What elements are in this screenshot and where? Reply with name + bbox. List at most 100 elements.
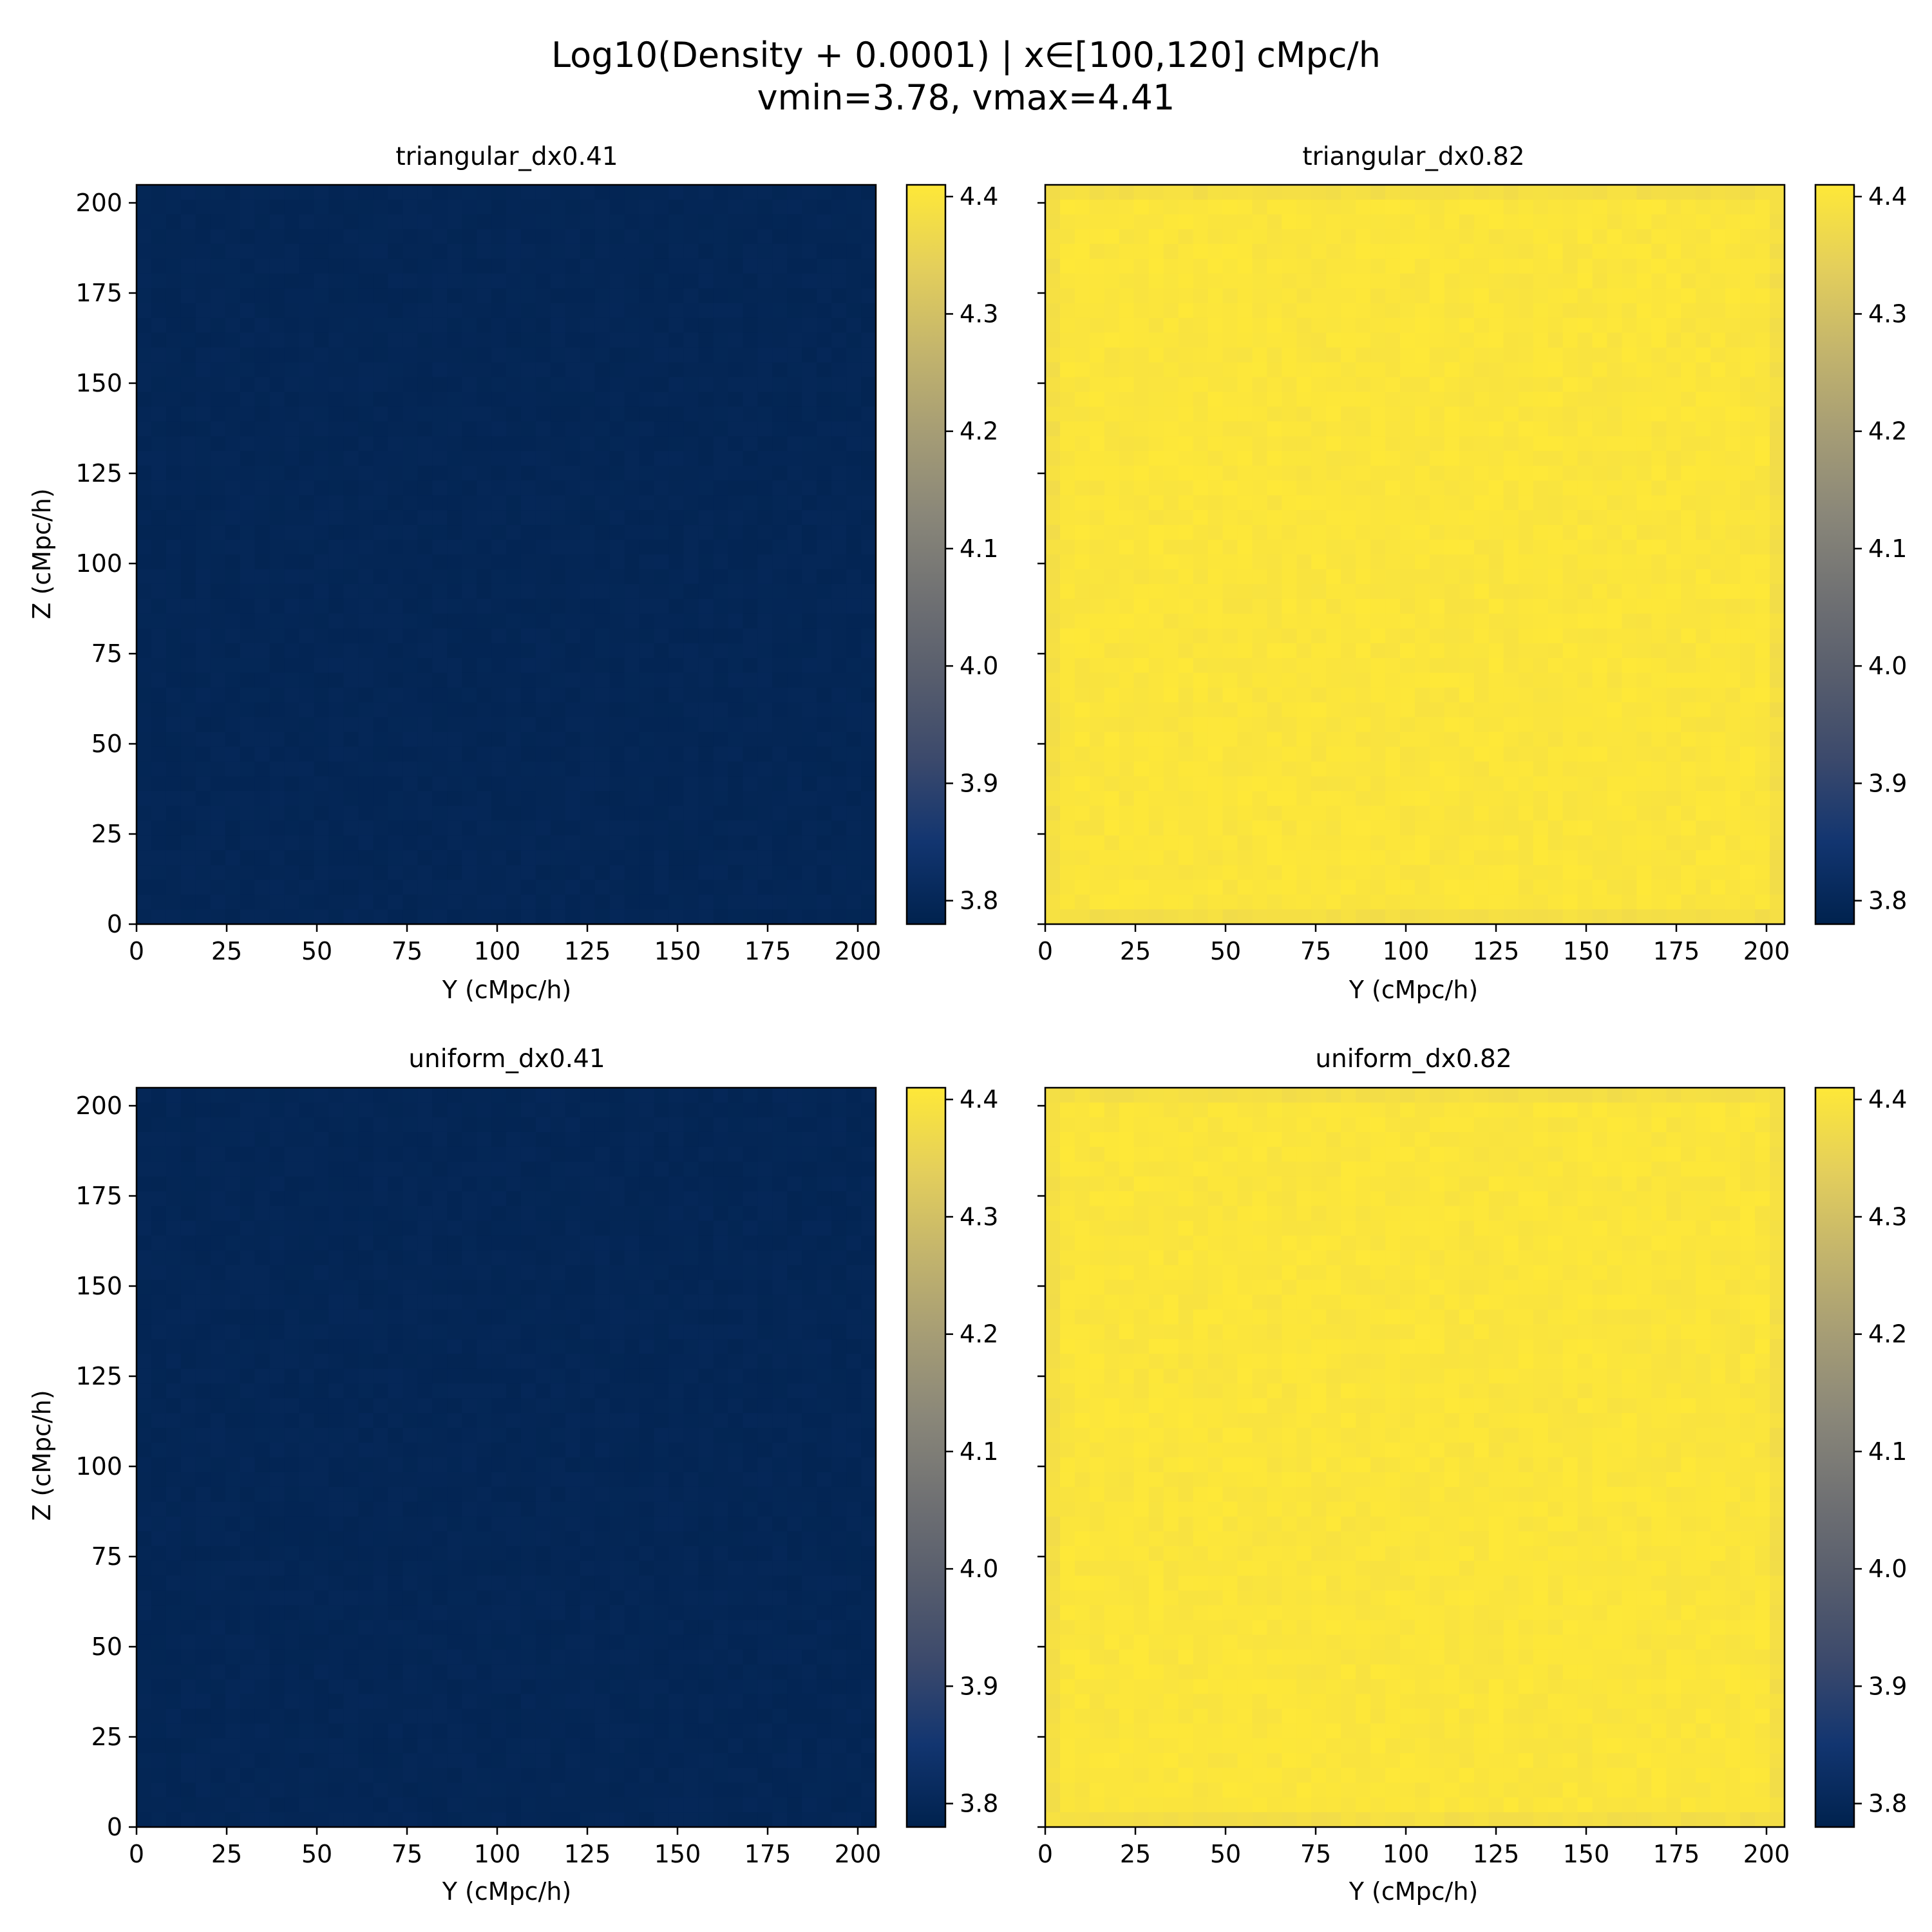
heatmap-cell (1548, 835, 1564, 851)
heatmap-cell (1222, 820, 1238, 837)
heatmap-cell (1488, 392, 1504, 408)
heatmap-cell (299, 554, 315, 570)
heatmap-cell (668, 214, 685, 230)
heatmap-cell (1740, 347, 1756, 363)
heatmap-cell (137, 583, 152, 600)
heatmap-cell (1178, 658, 1194, 674)
heatmap-cell (861, 820, 876, 837)
heatmap-cell (1133, 717, 1150, 733)
heatmap-cell (1473, 791, 1490, 807)
heatmap-cell (210, 510, 226, 526)
heatmap-cell (1607, 332, 1623, 348)
heatmap-cell (743, 406, 759, 422)
heatmap-cell (358, 835, 374, 851)
heatmap-cell (373, 702, 389, 718)
heatmap-cell (1311, 317, 1327, 334)
heatmap-cell (1636, 362, 1653, 378)
heatmap-cell (1651, 362, 1667, 378)
heatmap-cell (284, 806, 300, 822)
heatmap-cell (728, 303, 744, 319)
heatmap-cell (1356, 332, 1371, 348)
heatmap-cell (861, 583, 876, 600)
heatmap-cell (1444, 732, 1460, 748)
heatmap-cell (639, 332, 655, 348)
heatmap-cell (1444, 406, 1460, 422)
heatmap-cell (713, 746, 729, 762)
heatmap-cell (1548, 865, 1564, 880)
heatmap-cell (1473, 598, 1490, 614)
heatmap-cell (343, 214, 359, 230)
heatmap-cell (1133, 243, 1150, 260)
heatmap-cell (269, 761, 285, 777)
heatmap-cell (225, 258, 241, 274)
heatmap-cell (1252, 598, 1268, 614)
heatmap-cell (1267, 436, 1283, 452)
heatmap-cell (402, 658, 419, 674)
heatmap-cell (1622, 776, 1638, 792)
heatmap-cell (1740, 510, 1756, 526)
heatmap-cell (1222, 288, 1238, 304)
heatmap-cell (1370, 880, 1386, 895)
heatmap-cell (1385, 835, 1401, 851)
heatmap-cell (743, 421, 759, 437)
heatmap-cell (1370, 288, 1386, 304)
heatmap-cell (1311, 421, 1327, 437)
heatmap-cell (1488, 303, 1504, 319)
heatmap-cell (1607, 243, 1623, 260)
heatmap-cell (594, 554, 611, 570)
heatmap-cell (1119, 643, 1135, 659)
heatmap-cell (1385, 628, 1401, 644)
heatmap-cell (166, 909, 182, 925)
heatmap-cell (1208, 303, 1224, 319)
heatmap-cell (166, 628, 182, 644)
heatmap-cell (299, 495, 315, 511)
heatmap-cell (1518, 421, 1534, 437)
heatmap-cell (639, 480, 655, 496)
heatmap-cell (1592, 880, 1608, 895)
heatmap-cell (1341, 776, 1356, 792)
heatmap-cell (535, 569, 551, 585)
heatmap-cell (1488, 628, 1504, 644)
heatmap-cell (565, 421, 581, 437)
heatmap-cell (462, 554, 477, 570)
heatmap-cell (1548, 451, 1564, 467)
heatmap-cell (1562, 273, 1578, 289)
heatmap-cell (1370, 776, 1386, 792)
heatmap-cell (1548, 214, 1564, 230)
heatmap-cell (1666, 421, 1682, 437)
heatmap-cell (1119, 362, 1135, 378)
heatmap-cell (550, 613, 566, 629)
heatmap-cell (1415, 702, 1430, 718)
heatmap-cell (195, 791, 211, 807)
heatmap-cell (1710, 243, 1726, 260)
heatmap-cell (1385, 732, 1401, 748)
heatmap-cell (1074, 687, 1090, 703)
heatmap-cell (1444, 525, 1460, 540)
heatmap-cell (1296, 746, 1312, 762)
heatmap-cell (432, 185, 448, 200)
heatmap-cell (1104, 273, 1120, 289)
heatmap-cell (477, 702, 492, 718)
heatmap-cell (846, 658, 862, 674)
heatmap-cell (1045, 421, 1061, 437)
heatmap-cell (1533, 540, 1549, 555)
heatmap-cell (151, 746, 167, 762)
heatmap-cell (1311, 806, 1327, 822)
heatmap-cell (1577, 258, 1593, 274)
heatmap-cell (1740, 436, 1756, 452)
heatmap-cell (1770, 672, 1785, 688)
heatmap-cell (299, 288, 315, 304)
heatmap-cell (166, 185, 182, 200)
heatmap-cell (861, 791, 876, 807)
heatmap-cell (477, 909, 492, 925)
heatmap-cell (1326, 185, 1341, 200)
heatmap-cell (580, 288, 596, 304)
heatmap-cell (802, 643, 817, 659)
heatmap-cell (1163, 510, 1179, 526)
heatmap-cell (1770, 288, 1785, 304)
heatmap-cell (654, 776, 670, 792)
heatmap-cell (402, 717, 419, 733)
heatmap-cell (417, 746, 433, 762)
heatmap-cell (1503, 540, 1519, 555)
heatmap-cell (210, 569, 226, 585)
